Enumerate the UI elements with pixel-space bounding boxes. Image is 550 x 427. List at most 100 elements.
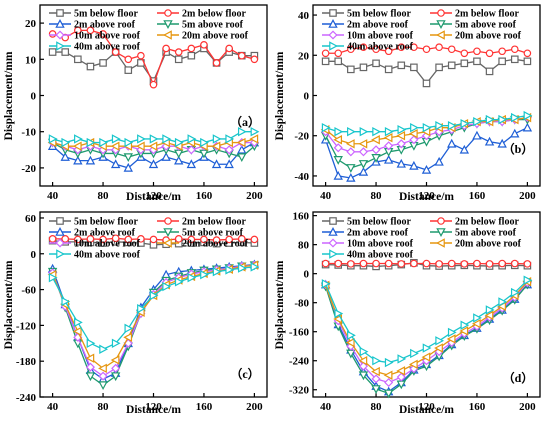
legend-label: 2m above roof (74, 20, 136, 31)
data-point (334, 308, 344, 319)
data-point (98, 371, 108, 381)
data-point (523, 260, 532, 268)
data-point (346, 147, 356, 157)
data-point (334, 57, 343, 66)
data-point (174, 137, 184, 148)
data-point (384, 141, 394, 151)
y-tick-label: 0 (31, 91, 37, 103)
data-point (137, 235, 145, 243)
data-point (124, 323, 134, 334)
chart-panel-d: 40 80 120 160 200 -320 -240 -160 -80 0 80 160 Distan… (274, 211, 541, 416)
series-20m-above-roof (47, 260, 259, 374)
data-point (86, 338, 96, 348)
legend-marker (56, 41, 65, 51)
data-point (48, 48, 57, 56)
legend-marker (436, 20, 446, 29)
y-tick-label: -180 (16, 356, 37, 368)
panel-label: （b） (503, 141, 534, 156)
data-point (148, 141, 158, 151)
data-point (123, 162, 133, 172)
x-tick-label: 160 (196, 401, 213, 413)
data-point (460, 49, 469, 58)
legend-label: 2m above roof (347, 20, 409, 31)
data-point (149, 290, 159, 301)
legend-marker (164, 9, 172, 17)
data-point (523, 57, 532, 66)
data-point (99, 30, 107, 38)
data-point (409, 160, 419, 170)
data-point (321, 57, 330, 66)
data-point (72, 326, 82, 337)
y-tick-label: 160 (293, 211, 310, 223)
data-point (123, 153, 133, 163)
legend-marker (436, 30, 445, 40)
data-point (86, 26, 95, 35)
data-point (435, 63, 443, 72)
legend-label: 2m below floor (455, 217, 519, 228)
data-point (460, 260, 469, 268)
data-point (510, 287, 520, 298)
data-point (359, 126, 369, 137)
series-40m-above-roof (48, 262, 260, 354)
data-point (459, 144, 470, 154)
data-point (371, 145, 381, 155)
data-point (111, 134, 121, 144)
data-point (48, 134, 58, 144)
data-point (447, 45, 456, 54)
data-point (473, 116, 482, 127)
data-point (358, 371, 369, 381)
legend: 5m below floor 2m below floor 2m above roo… (49, 9, 249, 53)
x-tick-label: 40 (47, 190, 59, 202)
legend-marker (164, 217, 172, 225)
data-point (434, 156, 444, 166)
y-tick-label: -120 (16, 320, 37, 332)
data-point (123, 332, 133, 343)
data-point (174, 235, 183, 243)
data-point (472, 130, 482, 140)
data-point (435, 120, 445, 131)
series-line (52, 264, 255, 370)
data-point (447, 259, 456, 268)
legend-marker (56, 9, 64, 17)
legend-marker (437, 9, 445, 17)
data-point (250, 235, 259, 244)
data-point (371, 385, 381, 394)
data-point (384, 259, 393, 268)
series-line (51, 263, 255, 380)
legend-label: 40m above roof (74, 250, 141, 261)
data-point (186, 145, 196, 155)
data-point (85, 362, 95, 372)
data-point (372, 45, 380, 54)
data-point (523, 49, 532, 58)
data-point (371, 366, 380, 377)
data-point (345, 139, 355, 149)
data-point (110, 159, 121, 169)
legend-marker (163, 228, 173, 237)
x-tick-label: 120 (145, 190, 162, 202)
data-point (397, 61, 406, 70)
data-point (383, 389, 394, 399)
data-point (187, 272, 197, 283)
data-point (111, 234, 120, 243)
y-tick-label: -10 (21, 127, 36, 139)
data-point (250, 55, 259, 64)
series-line (324, 284, 528, 393)
x-tick-label: 200 (519, 190, 536, 202)
x-tick-label: 80 (98, 401, 110, 413)
data-point (236, 137, 246, 148)
data-point (473, 57, 481, 66)
data-point (149, 134, 159, 144)
series-2m-below-floor (321, 259, 532, 268)
legend-marker (55, 227, 65, 236)
data-point (421, 164, 432, 174)
data-point (321, 259, 330, 268)
data-point (435, 336, 445, 346)
data-point (410, 43, 418, 52)
data-point (384, 357, 394, 368)
data-point (473, 313, 482, 323)
data-point (422, 79, 431, 88)
data-point (85, 155, 96, 165)
data-point (211, 141, 221, 151)
series-line (52, 266, 255, 350)
legend-label: 40m above roof (74, 42, 141, 53)
